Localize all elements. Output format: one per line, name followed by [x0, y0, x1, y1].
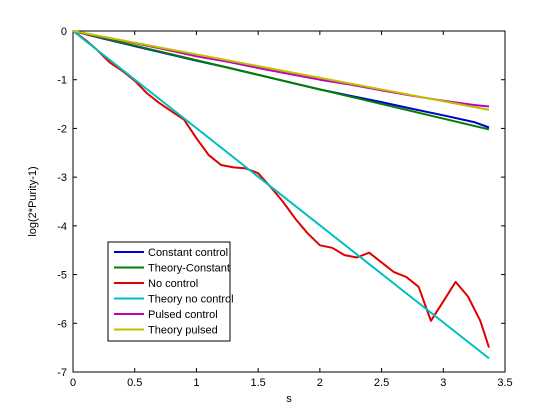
x-tick-label: 2.5 [374, 377, 389, 389]
x-axis-label: s [286, 393, 292, 405]
x-tick-label: 0.5 [127, 377, 142, 389]
y-tick-label: -4 [57, 221, 67, 233]
y-tick-label: -5 [57, 270, 67, 282]
series-line-6 [72, 30, 490, 111]
y-tick-label: -2 [57, 123, 67, 135]
axis-ticks: 0 0.5 1 1.5 2 2.5 3 3.5 0 -1 -2 -3 -4 -5 -6 -7 [57, 26, 512, 389]
legend-label: Theory pulsed [148, 325, 218, 337]
legend-label: Theory-Constant [148, 263, 230, 275]
x-tick-label: 1 [193, 377, 199, 389]
y-axis-label: log(2*Purity-1) [27, 166, 39, 236]
legend-label: Constant control [148, 247, 228, 259]
legend-label: Theory no control [148, 294, 234, 306]
y-tick-label: -6 [57, 318, 67, 330]
series-line-3 [72, 30, 490, 348]
y-tick-label: -3 [57, 172, 67, 184]
series-line-2 [72, 30, 490, 131]
series-line-4 [72, 30, 490, 360]
y-tick-label: -7 [57, 367, 67, 379]
x-tick-label: 2 [317, 377, 323, 389]
x-tick-label: 3 [440, 377, 446, 389]
legend-label: No control [148, 278, 198, 290]
y-tick-label: -1 [57, 75, 67, 87]
legend-label: Pulsed control [148, 309, 218, 321]
x-tick-label: 0 [70, 377, 76, 389]
x-tick-label: 3.5 [497, 377, 512, 389]
x-tick-label: 1.5 [250, 377, 265, 389]
series-lines [72, 30, 490, 360]
legend-box [107, 241, 231, 342]
y-tick-label: 0 [61, 26, 67, 38]
legend: Constant control Theory-Constant No contro… [107, 241, 234, 342]
